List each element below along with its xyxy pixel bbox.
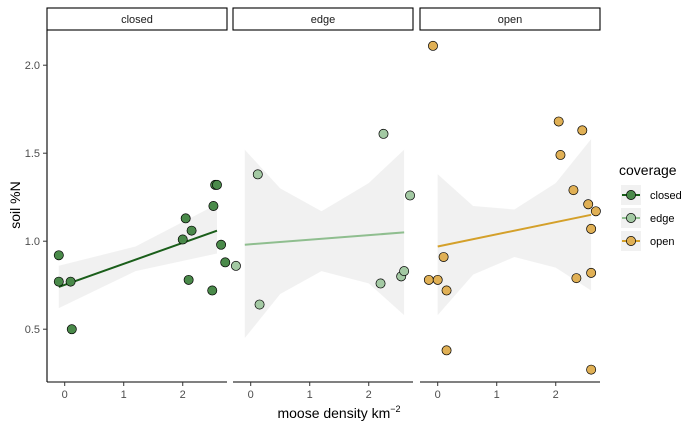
legend-label: edge — [650, 213, 674, 225]
data-point-open — [571, 273, 582, 284]
data-point-open — [428, 40, 438, 51]
legend-entry-edge: edge — [621, 208, 674, 228]
confidence-ribbon-edge — [244, 149, 405, 338]
data-point-edge — [378, 128, 389, 139]
data-point-open — [555, 150, 566, 160]
data-point-closed — [53, 250, 64, 261]
x-tick-label: 2 — [553, 389, 559, 401]
legend-key-point — [626, 236, 636, 246]
data-point-closed — [208, 201, 219, 211]
data-point-edge — [231, 260, 241, 271]
data-point-open — [586, 223, 597, 234]
y-tick-label: 1.0 — [25, 236, 40, 248]
data-point-edge — [375, 278, 386, 289]
data-point-closed — [65, 276, 76, 287]
strip-label-open: open — [498, 14, 522, 26]
data-point-closed — [177, 234, 188, 245]
data-point-open — [441, 285, 452, 296]
data-point-closed — [220, 257, 231, 268]
strip-box-closed — [46, 7, 228, 31]
legend-entry-closed: closed — [621, 185, 682, 205]
x-tick-label: 1 — [121, 389, 127, 401]
x-tick-label: 2 — [366, 389, 372, 401]
y-tick-label: 2.0 — [25, 60, 40, 72]
legend-key-point — [626, 213, 636, 223]
x-tick-label: 2 — [180, 389, 186, 401]
y-axis: 0.5 1.0 1.5 2.0 — [25, 30, 48, 382]
panels: closed 0 1 2 edge 0 1 2 open 0 1 2 — [46, 7, 601, 401]
data-point-open — [586, 364, 597, 375]
data-point-open — [583, 199, 594, 210]
data-point-closed — [180, 213, 191, 224]
data-point-open — [432, 274, 443, 285]
panel-closed: closed 0 1 2 — [46, 7, 231, 401]
data-point-open — [590, 206, 601, 217]
strip-label-closed: closed — [121, 14, 153, 26]
x-tick-label: 0 — [248, 389, 254, 401]
data-point-open — [577, 125, 588, 136]
data-point-closed — [186, 225, 197, 236]
panel-open: open 0 1 2 — [419, 7, 601, 401]
x-tick-label: 1 — [307, 389, 313, 401]
legend-label: closed — [650, 190, 682, 202]
strip-label-edge: edge — [311, 14, 335, 26]
data-point-closed — [53, 276, 64, 287]
data-point-edge — [254, 299, 265, 310]
x-axis-title-main: moose density km — [277, 405, 390, 421]
legend-key-point — [626, 190, 636, 200]
data-point-open — [553, 116, 564, 127]
legend-entry-open: open — [621, 231, 674, 251]
data-point-open — [423, 274, 434, 285]
x-axis-title-superscript: −2 — [390, 404, 400, 414]
legend-title: coverage — [619, 162, 677, 178]
data-point-closed — [207, 285, 218, 296]
confidence-ribbon-open — [437, 139, 592, 316]
data-point-open — [441, 345, 452, 356]
data-point-closed — [66, 324, 77, 335]
y-tick-label: 0.5 — [25, 324, 40, 336]
trend-line-closed — [58, 229, 218, 288]
panel-edge: edge 0 1 2 — [231, 7, 415, 401]
data-point-edge — [405, 190, 415, 201]
y-axis-title: soil %N — [7, 181, 23, 228]
x-axis-title: moose density km−2 — [277, 404, 400, 421]
data-point-open — [586, 267, 597, 278]
data-point-open — [568, 185, 579, 196]
x-tick-label: 0 — [62, 389, 68, 401]
data-point-open — [438, 252, 449, 262]
y-tick-label: 1.5 — [25, 148, 40, 160]
legend-label: open — [650, 236, 674, 248]
x-tick-label: 0 — [435, 389, 441, 401]
data-point-edge — [399, 266, 410, 277]
data-point-closed — [212, 179, 222, 190]
confidence-ribbon-closed — [58, 204, 217, 309]
x-tick-label: 1 — [494, 389, 500, 401]
data-point-edge — [252, 169, 263, 180]
strip-box-edge — [232, 7, 414, 31]
legend: coverage closed edge open — [619, 162, 682, 251]
strip-box-open — [419, 7, 601, 31]
data-point-closed — [216, 239, 227, 250]
data-point-closed — [183, 274, 194, 285]
trend-line-open — [437, 213, 592, 248]
trend-line-edge — [244, 231, 405, 246]
